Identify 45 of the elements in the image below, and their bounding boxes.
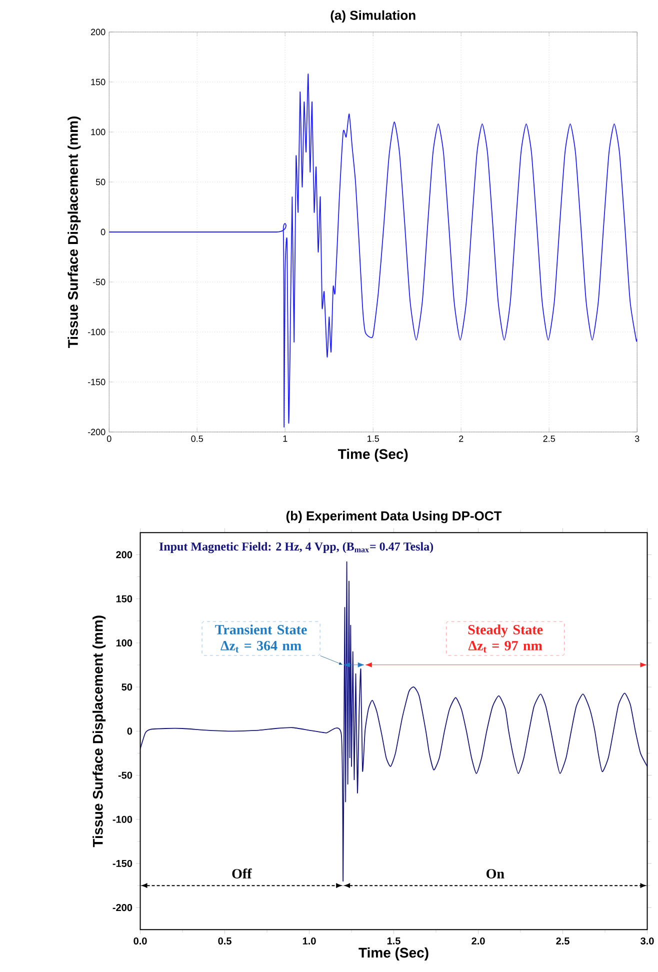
annotation: On — [486, 869, 505, 878]
y-tick-label: -200 — [88, 428, 106, 436]
line-series — [140, 561, 648, 882]
x-tick-label: 3.0 — [640, 937, 654, 945]
chart-title: (b) Experiment Data Using DP-OCT — [286, 510, 502, 524]
y-tick-label: -150 — [113, 860, 132, 868]
x-tick-label: 1 — [284, 436, 288, 442]
y-tick-label: -200 — [113, 904, 132, 912]
y-tick-label: -50 — [118, 772, 132, 779]
annotation: Steady State Δz$_{t}$ = 97 nm — [468, 624, 543, 653]
y-tick-label: 200 — [116, 551, 132, 558]
x-tick-label: 1.5 — [388, 937, 401, 944]
y-tick-label: 200 — [91, 28, 106, 36]
chart-title: (a) Simulation — [331, 10, 416, 22]
y-axis-title: Tissue Surface Displacement (mm) — [92, 616, 106, 848]
x-tick-label: 0.5 — [218, 937, 232, 945]
line-series — [109, 74, 638, 428]
x-tick-label: 1.0 — [303, 937, 316, 945]
y-tick-label: 50 — [96, 178, 106, 186]
annotation: Off — [232, 868, 252, 878]
y-tick-label: 0 — [128, 728, 132, 735]
y-tick-label: 0 — [101, 228, 106, 236]
x-tick-label: 2.5 — [544, 436, 556, 442]
y-tick-label: -100 — [113, 816, 132, 823]
x-tick-label: 2.5 — [556, 937, 570, 945]
x-tick-label: 0.5 — [191, 436, 204, 442]
y-tick-label: -50 — [93, 278, 106, 286]
x-tick-label: 3 — [635, 436, 640, 442]
y-tick-label: 100 — [91, 128, 106, 136]
y-tick-label: 150 — [91, 78, 106, 86]
y-tick-label: 50 — [122, 684, 132, 691]
x-tick-label: 1.5 — [368, 436, 380, 442]
y-axis-title: Tissue Surface Displacement (mm) — [68, 116, 81, 348]
x-tick-label: 0 — [107, 436, 112, 442]
y-tick-label: -150 — [88, 378, 106, 386]
annotation: Transient State Δz$_{t}$ = 364 nm — [215, 624, 308, 653]
x-tick-label: 2 — [459, 436, 464, 442]
x-axis-title: Time (Sec) — [338, 448, 408, 462]
annotation: Input Magnetic Field: 2 Hz, 4 Vpp, (B$_{max}$= 0.47 Tesla) — [160, 542, 434, 554]
y-tick-label: 100 — [116, 639, 132, 646]
x-axis-title: Time (Sec) — [358, 947, 429, 960]
y-tick-label: -100 — [88, 328, 106, 336]
y-tick-label: 150 — [116, 595, 132, 602]
x-tick-label: 2.0 — [472, 937, 486, 945]
x-tick-label: 0.0 — [134, 937, 148, 945]
